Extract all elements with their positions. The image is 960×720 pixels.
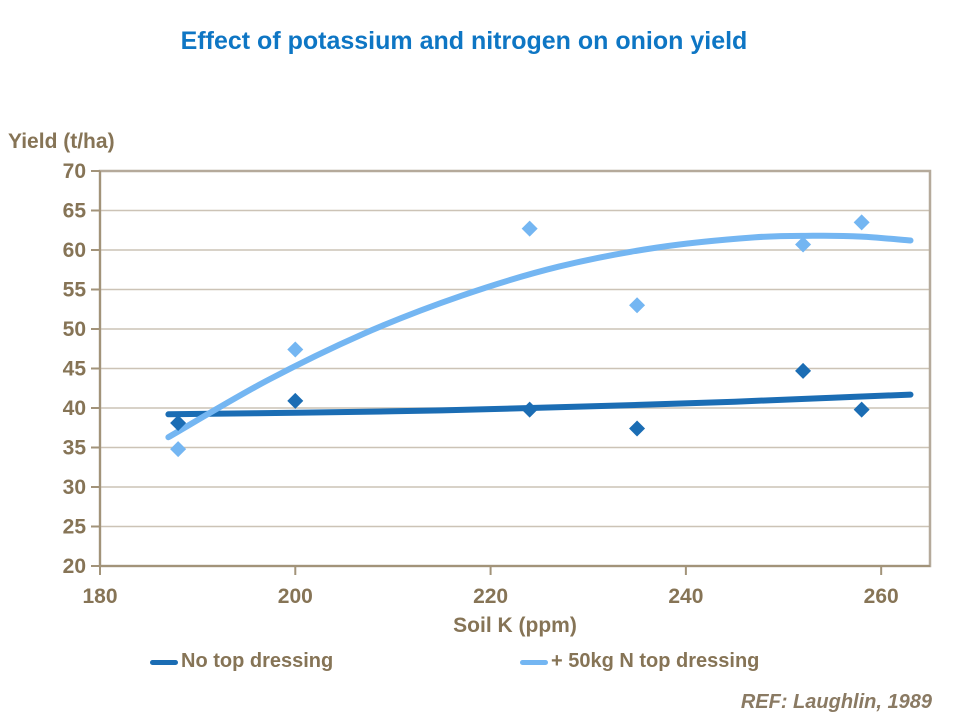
y-tick-label: 30 — [63, 476, 86, 499]
chart-title: Effect of potassium and nitrogen on onio… — [180, 27, 748, 55]
data-point-series-0 — [795, 362, 812, 379]
legend-item-50kg-n-top-dressing: + 50kg N top dressing — [520, 650, 759, 673]
legend-label: + 50kg N top dressing — [551, 650, 760, 672]
data-point-series-0 — [287, 392, 304, 409]
data-point-series-1 — [287, 341, 304, 358]
legend-item-no-top-dressing: No top dressing — [150, 650, 333, 673]
y-tick-label: 65 — [63, 200, 87, 223]
x-tick-label: 200 — [278, 585, 313, 608]
y-tick-label: 60 — [63, 239, 86, 262]
y-tick-label: 50 — [63, 318, 86, 341]
y-axis-title: Yield (t/ha) — [8, 130, 115, 153]
chart-legend: No top dressing + 50kg N top dressing — [0, 650, 960, 678]
y-tick-label: 40 — [63, 397, 86, 420]
trend-line-series-1 — [165, 232, 914, 441]
data-point-series-0 — [521, 401, 538, 418]
x-tick-label: 180 — [82, 585, 117, 608]
y-tick-label: 25 — [63, 516, 87, 539]
trend-line-series-0 — [165, 391, 914, 418]
data-point-series-0 — [170, 415, 187, 432]
data-point-series-0 — [629, 420, 646, 437]
data-point-series-1 — [853, 214, 870, 231]
legend-line-swatch-light-blue — [520, 660, 548, 665]
y-tick-label: 55 — [63, 279, 87, 302]
data-point-series-1 — [795, 236, 812, 253]
data-point-series-1 — [629, 297, 646, 314]
data-point-series-1 — [521, 220, 538, 237]
y-tick-label: 70 — [63, 160, 86, 183]
y-tick-label: 45 — [63, 358, 87, 381]
legend-line-swatch-dark-blue — [150, 660, 178, 665]
y-tick-label: 35 — [63, 437, 87, 460]
x-tick-label: 240 — [668, 585, 703, 608]
x-tick-label: 260 — [864, 585, 899, 608]
y-tick-label: 20 — [63, 555, 86, 578]
x-tick-label: 220 — [473, 585, 508, 608]
legend-label: No top dressing — [181, 650, 334, 672]
data-point-series-0 — [853, 401, 870, 418]
reference-citation: REF: Laughlin, 1989 — [740, 691, 932, 713]
x-axis-title: Soil K (ppm) — [453, 614, 577, 637]
data-point-series-1 — [170, 441, 187, 458]
